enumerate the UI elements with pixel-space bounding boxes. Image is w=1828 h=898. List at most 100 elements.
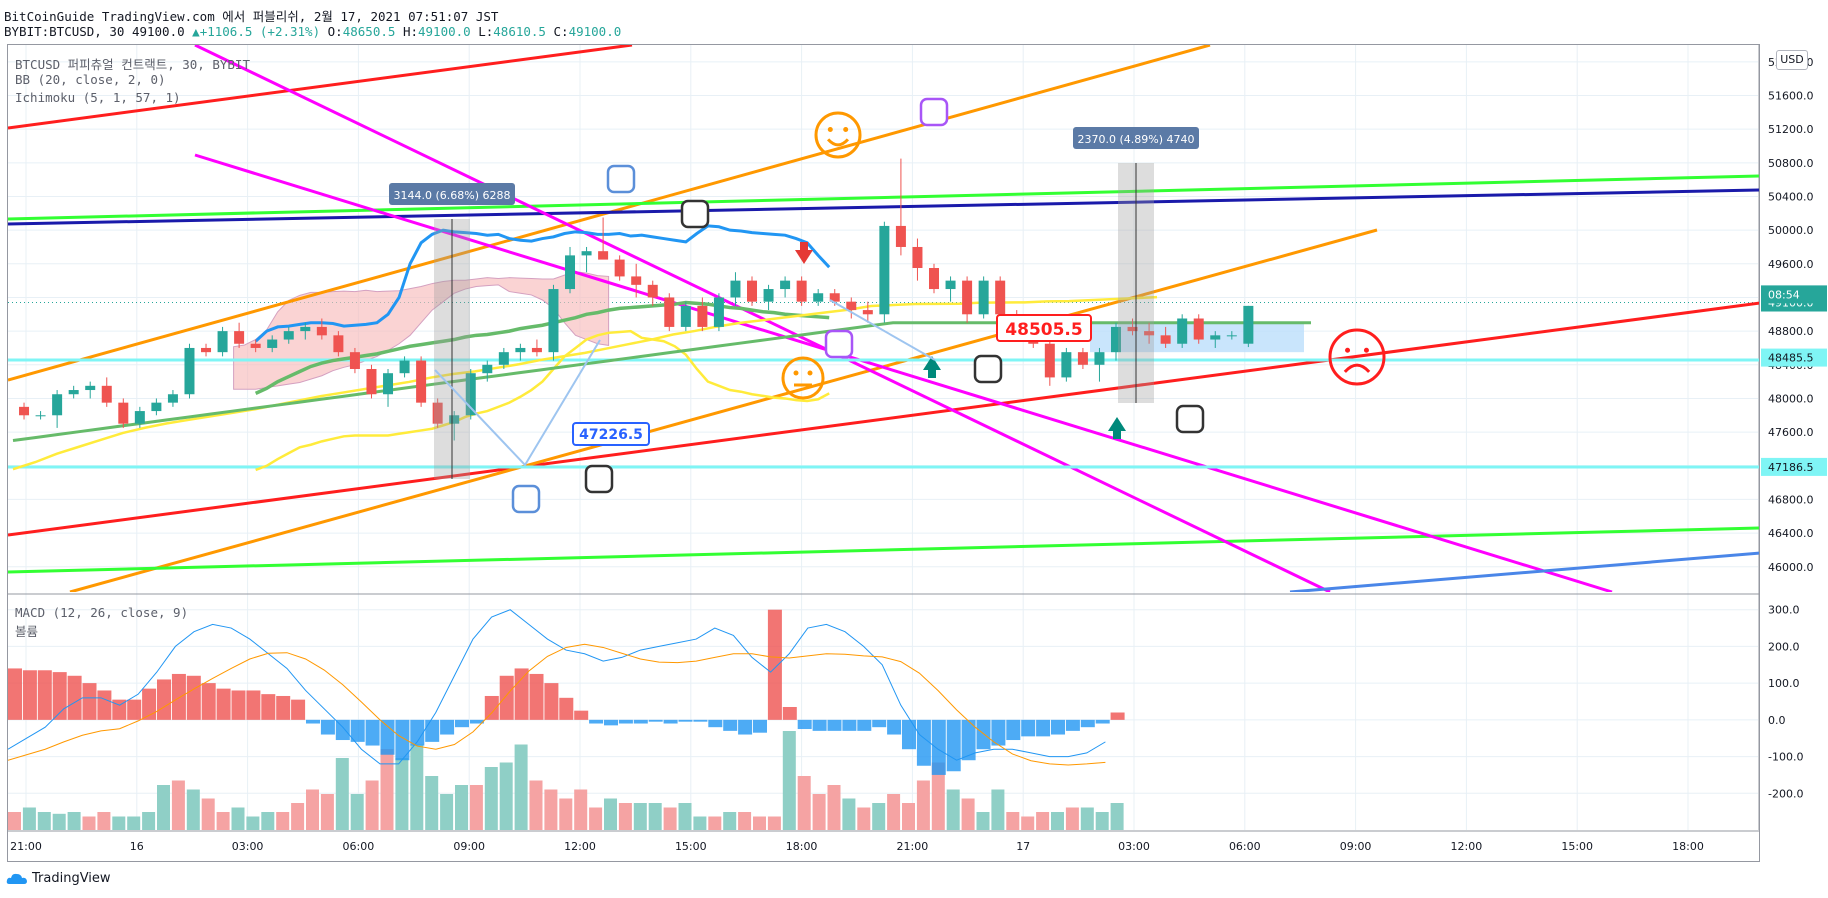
volume-bar	[604, 798, 617, 830]
volume-bar	[648, 803, 662, 830]
price-tick-label: 46800.0	[1768, 493, 1814, 506]
high-value: 49100.0	[418, 24, 471, 39]
volume-bar	[544, 789, 558, 830]
volume-bar	[767, 816, 781, 830]
candle-body	[234, 331, 245, 344]
price-tick-label: 50800.0	[1768, 157, 1814, 170]
candle-body	[134, 411, 145, 424]
candle-body	[184, 347, 195, 395]
price-tick-label: 51200.0	[1768, 123, 1814, 136]
candle-body	[151, 402, 162, 412]
macd-histogram-bar	[306, 719, 320, 724]
macd-histogram-bar	[693, 719, 708, 722]
macd-histogram-bar	[186, 675, 201, 720]
volume-bar	[529, 780, 543, 830]
volume-bar	[350, 794, 364, 830]
candle-body	[316, 326, 327, 336]
time-tick-label: 06:00	[343, 840, 375, 853]
face-eye	[843, 127, 849, 132]
arrow-up-icon	[1108, 417, 1126, 431]
volume-bar	[1110, 803, 1124, 830]
macd-histogram-bar	[1065, 719, 1080, 731]
candle-body	[118, 402, 129, 424]
face-eye	[827, 127, 833, 132]
volume-bar	[171, 780, 185, 830]
volume-bar	[916, 780, 930, 830]
candle-body	[68, 390, 79, 395]
macd-histogram-bar	[1095, 719, 1110, 724]
legend-title: BTCUSD 퍼피츄얼 컨트랙트, 30, BYBIT	[15, 57, 250, 72]
face-mouth	[1343, 363, 1371, 373]
volume-bar	[902, 803, 915, 830]
macd-tick-label: -100.0	[1768, 751, 1803, 764]
macd-histogram-bar	[529, 673, 544, 720]
candle-body	[1160, 335, 1171, 344]
time-tick-label: 18:00	[786, 840, 818, 853]
trendline-magenta-1	[194, 45, 1331, 592]
macd-histogram-bar	[171, 673, 186, 720]
candle-body	[895, 225, 906, 247]
macd-histogram-bar	[633, 719, 648, 724]
time-tick-label: 09:00	[1340, 840, 1372, 853]
candle-body	[1177, 318, 1188, 344]
arrow-stem	[928, 370, 936, 378]
face-outline	[781, 356, 825, 400]
measure-label-bg	[389, 183, 515, 205]
macd-histogram-bar	[455, 719, 469, 728]
candle-body	[1111, 326, 1121, 353]
volume-bar	[410, 744, 424, 830]
base-line	[12, 321, 1311, 443]
legend-bb: BB (20, close, 2, 0)	[15, 72, 166, 87]
candle-body	[680, 305, 691, 327]
macd-histogram-bar	[22, 670, 37, 720]
volume-bar	[201, 798, 215, 830]
volume-bar	[8, 812, 21, 830]
close-label: C:	[553, 24, 569, 39]
face-eye	[1345, 347, 1351, 353]
price-label: 47186.5	[1768, 461, 1814, 474]
change-up-icon: ▲	[192, 24, 200, 39]
time-tick-label: 21:00	[897, 840, 929, 853]
legend-ichimoku: Ichimoku (5, 1, 57, 1)	[15, 90, 181, 105]
macd-histogram-bar	[8, 668, 22, 720]
time-tick-label: 21:00	[10, 840, 42, 853]
macd-histogram-bar	[857, 719, 872, 731]
macd-histogram-bar	[1080, 719, 1095, 728]
candle-body	[1061, 352, 1072, 378]
publish-info: BitCoinGuide TradingView.com 에서 퍼블리쉬, 2월…	[4, 9, 499, 24]
macd-histogram-bar	[291, 699, 306, 720]
macd-histogram-bar	[827, 719, 842, 731]
macd-histogram-bar	[440, 719, 455, 735]
volume-bar	[1065, 807, 1079, 830]
volume-bar	[857, 807, 871, 830]
volume-bar	[693, 816, 707, 830]
volume-bar	[827, 785, 841, 830]
smiley-face-icon	[814, 111, 862, 159]
macd-histogram-bar	[1051, 719, 1065, 735]
trendline-navy	[8, 188, 1759, 226]
volume-bar	[157, 785, 170, 830]
macd-histogram-bar	[82, 683, 97, 720]
macd-tick-label: 0.0	[1768, 714, 1786, 727]
macd-histogram-bar	[201, 683, 216, 720]
pointing-hand-icon	[584, 464, 614, 494]
currency-button[interactable]: USD	[1776, 50, 1808, 70]
volume-bar	[589, 807, 603, 830]
candle-body	[19, 406, 30, 416]
macd-histogram-bar	[723, 719, 738, 731]
face-eye	[793, 370, 799, 376]
candle-body	[581, 251, 592, 256]
volume-bar	[961, 798, 975, 830]
macd-histogram-bar	[410, 719, 425, 746]
volume-bar	[67, 812, 81, 830]
candle-body	[978, 280, 989, 315]
macd-histogram-bar	[663, 719, 678, 724]
price-tick-label: 46400.0	[1768, 527, 1814, 540]
callout-box	[572, 422, 650, 446]
volume-bar	[1021, 816, 1035, 830]
face-mouth	[826, 138, 850, 147]
volume-bar	[663, 807, 677, 830]
price-tick-label: 48800.0	[1768, 325, 1814, 338]
candle-body	[1210, 335, 1221, 340]
